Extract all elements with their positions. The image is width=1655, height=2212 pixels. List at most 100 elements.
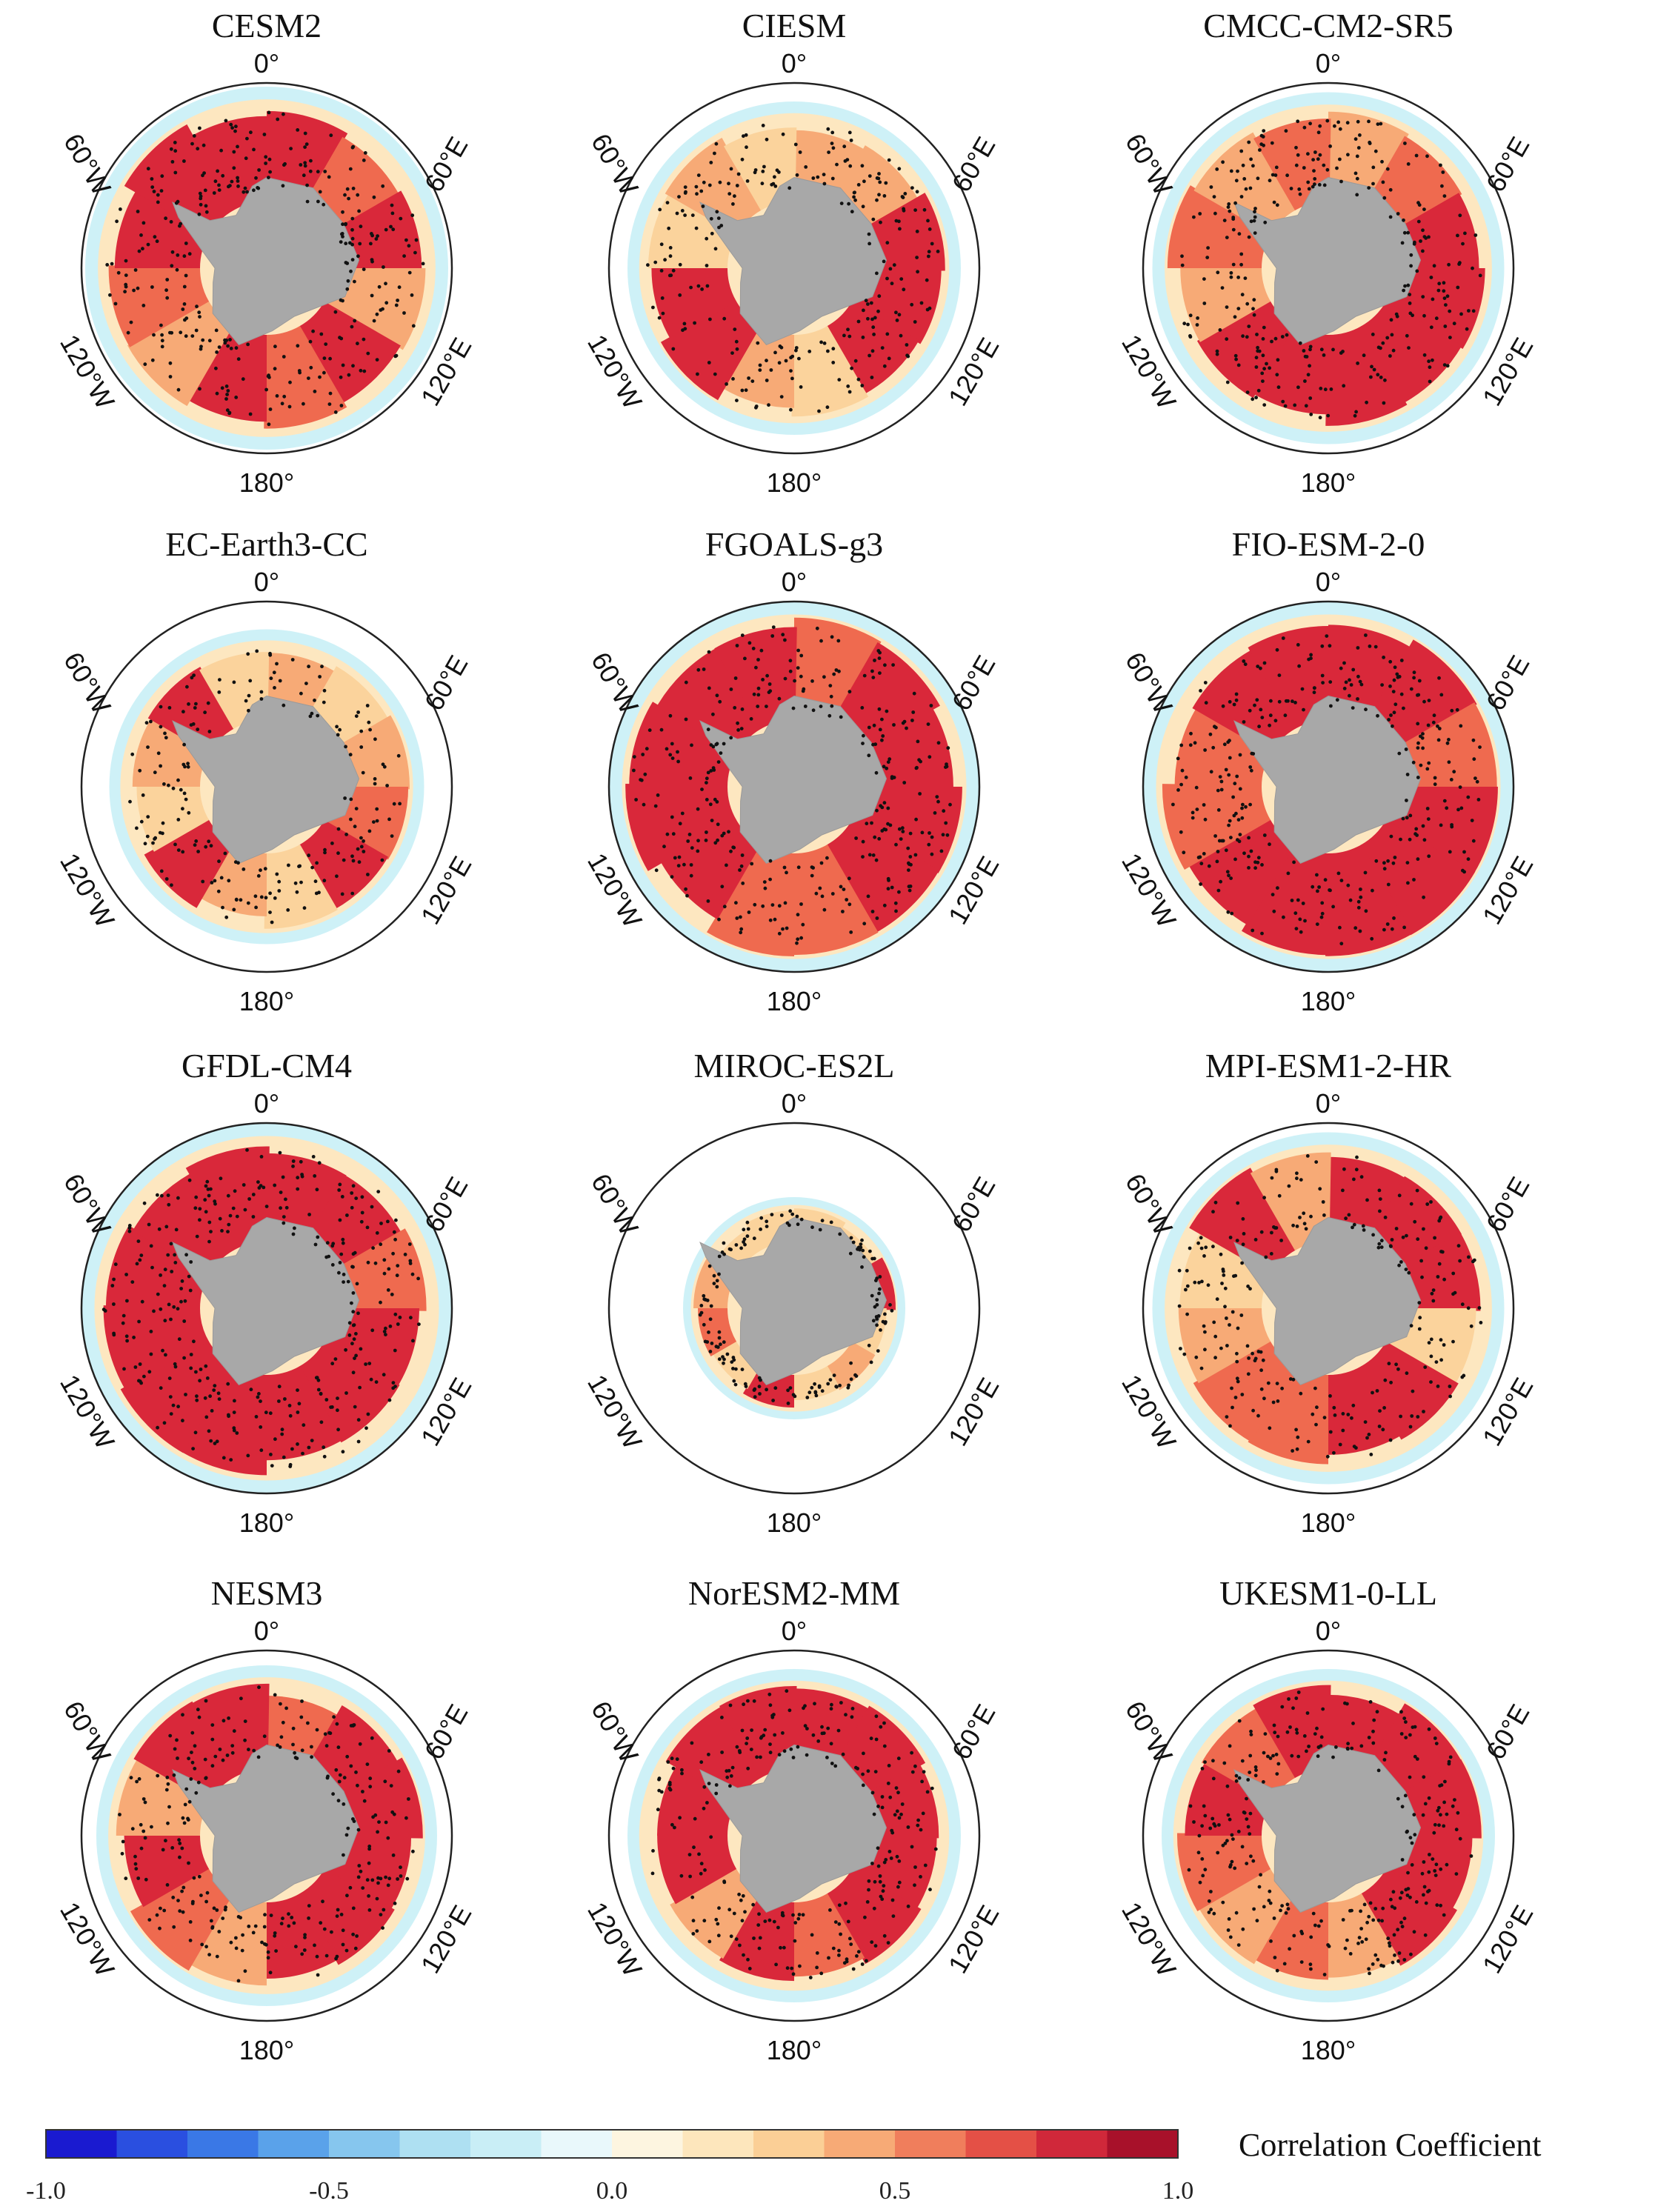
stipple-dot <box>1262 1750 1266 1755</box>
stipple-dot <box>717 1330 722 1334</box>
stipple-dot <box>796 1745 800 1749</box>
stipple-dot <box>1233 353 1238 358</box>
stipple-dot <box>407 1797 410 1801</box>
stipple-dot <box>899 837 903 841</box>
stipple-dot <box>181 307 185 311</box>
stipple-dot <box>1369 375 1373 379</box>
stipple-dot <box>657 316 662 320</box>
stipple-dot <box>1188 335 1193 339</box>
stipple-dot <box>746 1957 750 1962</box>
longitude-label: 0° <box>782 567 807 597</box>
stipple-dot <box>282 355 286 359</box>
stipple-dot <box>1283 713 1288 718</box>
stipple-dot <box>1418 1316 1422 1320</box>
stipple-dot <box>844 1713 848 1717</box>
stipple-dot <box>1253 1359 1257 1363</box>
stipple-dot <box>667 273 672 278</box>
stipple-dot <box>379 1242 383 1247</box>
stipple-dot <box>1276 1762 1281 1766</box>
stipple-dot <box>1410 1414 1414 1418</box>
stipple-dot <box>1296 385 1300 390</box>
stipple-dot <box>850 366 853 370</box>
stipple-dot <box>210 1723 215 1728</box>
stipple-dot <box>1230 1386 1233 1390</box>
stipple-dot <box>927 842 931 847</box>
stipple-dot <box>358 1742 362 1746</box>
correlation-region <box>133 1701 235 1802</box>
stipple-dot <box>643 772 647 776</box>
stipple-dot <box>1207 864 1211 868</box>
stipple-dot <box>213 879 217 883</box>
stipple-dot <box>217 690 222 694</box>
stipple-dot <box>1200 1824 1204 1828</box>
stipple-dot <box>688 1874 692 1879</box>
stipple-dot <box>182 1356 187 1360</box>
stipple-dot <box>708 1317 713 1322</box>
stipple-dot <box>1309 413 1313 416</box>
stipple-dot <box>300 1699 304 1703</box>
stipple-dot <box>830 1702 833 1707</box>
stipple-dot <box>268 891 272 896</box>
stipple-dot <box>246 1453 250 1458</box>
stipple-dot <box>1202 277 1206 281</box>
stipple-dot <box>356 1875 361 1879</box>
stipple-dot <box>169 1242 173 1246</box>
stipple-dot <box>1298 917 1302 922</box>
stipple-dot <box>235 1214 239 1219</box>
stipple-dot <box>366 1260 370 1265</box>
stipple-dot <box>110 261 114 266</box>
colorbar-cell <box>46 2130 117 2158</box>
stipple-dot <box>354 1770 358 1774</box>
stipple-dot <box>745 1234 750 1239</box>
stipple-dot <box>1269 699 1273 703</box>
stipple-dot <box>1228 700 1232 704</box>
correlation-region <box>707 844 794 957</box>
stipple-dot <box>350 1191 354 1195</box>
stipple-dot <box>1251 164 1255 168</box>
stipple-dot <box>1348 1952 1353 1956</box>
stipple-dot <box>329 1405 333 1409</box>
stipple-dot <box>745 1220 750 1225</box>
stipple-dot <box>182 302 187 306</box>
stipple-dot <box>770 634 775 638</box>
stipple-dot <box>739 1898 743 1902</box>
stipple-dot <box>650 1871 655 1876</box>
stipple-dot <box>1274 165 1279 170</box>
stipple-dot <box>867 1888 870 1892</box>
stipple-dot <box>1208 1826 1213 1830</box>
stipple-dot <box>1453 1290 1457 1295</box>
stipple-dot <box>1240 293 1245 297</box>
correlation-region <box>1167 185 1271 268</box>
stipple-dot <box>773 917 777 922</box>
stipple-dot <box>1439 1813 1442 1817</box>
stipple-dot <box>893 901 898 905</box>
stipple-dot <box>1415 269 1419 273</box>
stipple-dot <box>742 134 745 139</box>
stipple-dot <box>370 258 374 261</box>
stipple-dot <box>779 1213 784 1217</box>
stipple-dot <box>381 1926 384 1930</box>
stipple-dot <box>1227 1917 1231 1921</box>
stipple-dot <box>913 1865 917 1869</box>
stipple-dot <box>870 1940 874 1945</box>
stipple-dot <box>343 796 347 800</box>
stipple-dot <box>883 1312 887 1316</box>
stipple-dot <box>144 1877 148 1882</box>
stipple-dot <box>264 387 268 392</box>
stipple-dot <box>343 193 347 197</box>
stipple-dot <box>307 853 311 858</box>
stipple-dot <box>166 1782 170 1786</box>
stipple-dot <box>247 693 251 698</box>
stipple-dot <box>1461 868 1465 873</box>
stipple-dot <box>1328 680 1333 684</box>
stipple-dot <box>739 1246 743 1250</box>
correlation-region <box>264 844 338 929</box>
stipple-dot <box>882 903 887 907</box>
stipple-dot <box>226 1193 230 1198</box>
stipple-dot <box>272 670 276 675</box>
stipple-dot <box>1431 1299 1436 1303</box>
stipple-dot <box>252 1748 256 1753</box>
stipple-dot <box>1272 1225 1276 1229</box>
stipple-dot <box>108 293 112 297</box>
